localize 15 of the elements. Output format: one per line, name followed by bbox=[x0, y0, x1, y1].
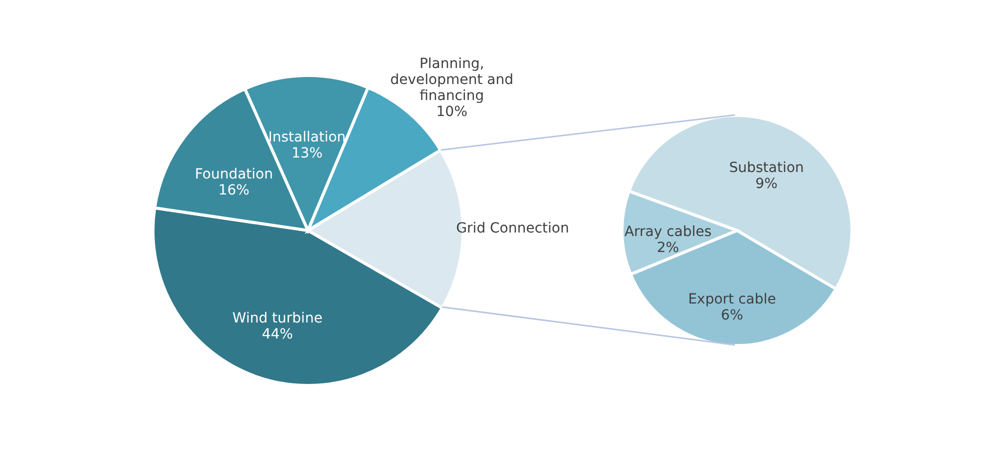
slice-label: Export cable bbox=[688, 291, 776, 308]
slice-label: Wind turbine bbox=[232, 310, 322, 326]
slice-label: Installation bbox=[268, 130, 346, 146]
data-label: 9% bbox=[755, 176, 778, 192]
data-label: 16% bbox=[218, 182, 250, 198]
slice-label: Planning, development and financing bbox=[390, 56, 514, 104]
slice-label: Grid Connection bbox=[456, 220, 570, 236]
data-label: 10% bbox=[436, 104, 468, 120]
data-label: 13% bbox=[291, 146, 323, 162]
slice-label: Substation bbox=[729, 160, 804, 176]
slice-label: Foundation bbox=[194, 166, 273, 182]
data-label: 6% bbox=[720, 307, 744, 324]
data-label: 2% bbox=[656, 240, 680, 256]
slice-label: Array cables bbox=[624, 224, 712, 240]
data-label: 44% bbox=[262, 326, 293, 342]
